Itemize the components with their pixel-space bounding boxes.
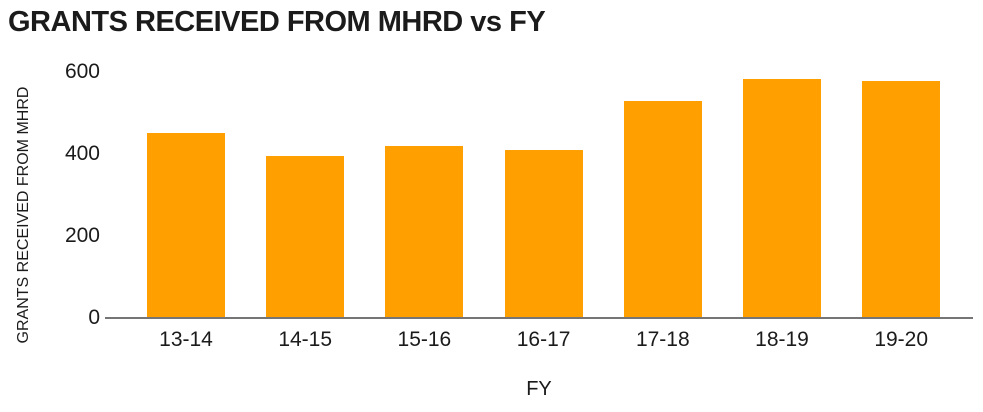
y-tick-label-200: 200 bbox=[64, 224, 100, 247]
x-tick-label-14-15: 14-15 bbox=[278, 328, 333, 351]
x-tick-label-15-16: 15-16 bbox=[397, 328, 452, 351]
x-axis-line bbox=[105, 317, 973, 319]
bar-19-20 bbox=[862, 81, 941, 318]
bar-16-17 bbox=[504, 150, 583, 318]
chart-title: GRANTS RECEIVED FROM MHRD vs FY bbox=[8, 6, 546, 38]
x-tick-label-17-18: 17-18 bbox=[635, 328, 690, 351]
bar-17-18 bbox=[623, 101, 702, 318]
plot-area bbox=[105, 72, 973, 318]
bar-13-14 bbox=[147, 133, 225, 318]
x-axis-title: FY bbox=[526, 378, 552, 400]
y-tick-label-600: 600 bbox=[64, 60, 100, 83]
x-tick-label-16-17: 16-17 bbox=[516, 328, 571, 351]
bar-15-16 bbox=[385, 146, 464, 318]
bar-14-15 bbox=[266, 156, 345, 318]
bar-18-19 bbox=[743, 79, 821, 318]
x-tick-label-13-14: 13-14 bbox=[159, 328, 213, 351]
y-tick-label-0: 0 bbox=[88, 306, 100, 329]
x-tick-label-19-20: 19-20 bbox=[874, 328, 929, 351]
x-tick-label-18-19: 18-19 bbox=[755, 328, 809, 351]
y-tick-label-400: 400 bbox=[64, 142, 100, 165]
